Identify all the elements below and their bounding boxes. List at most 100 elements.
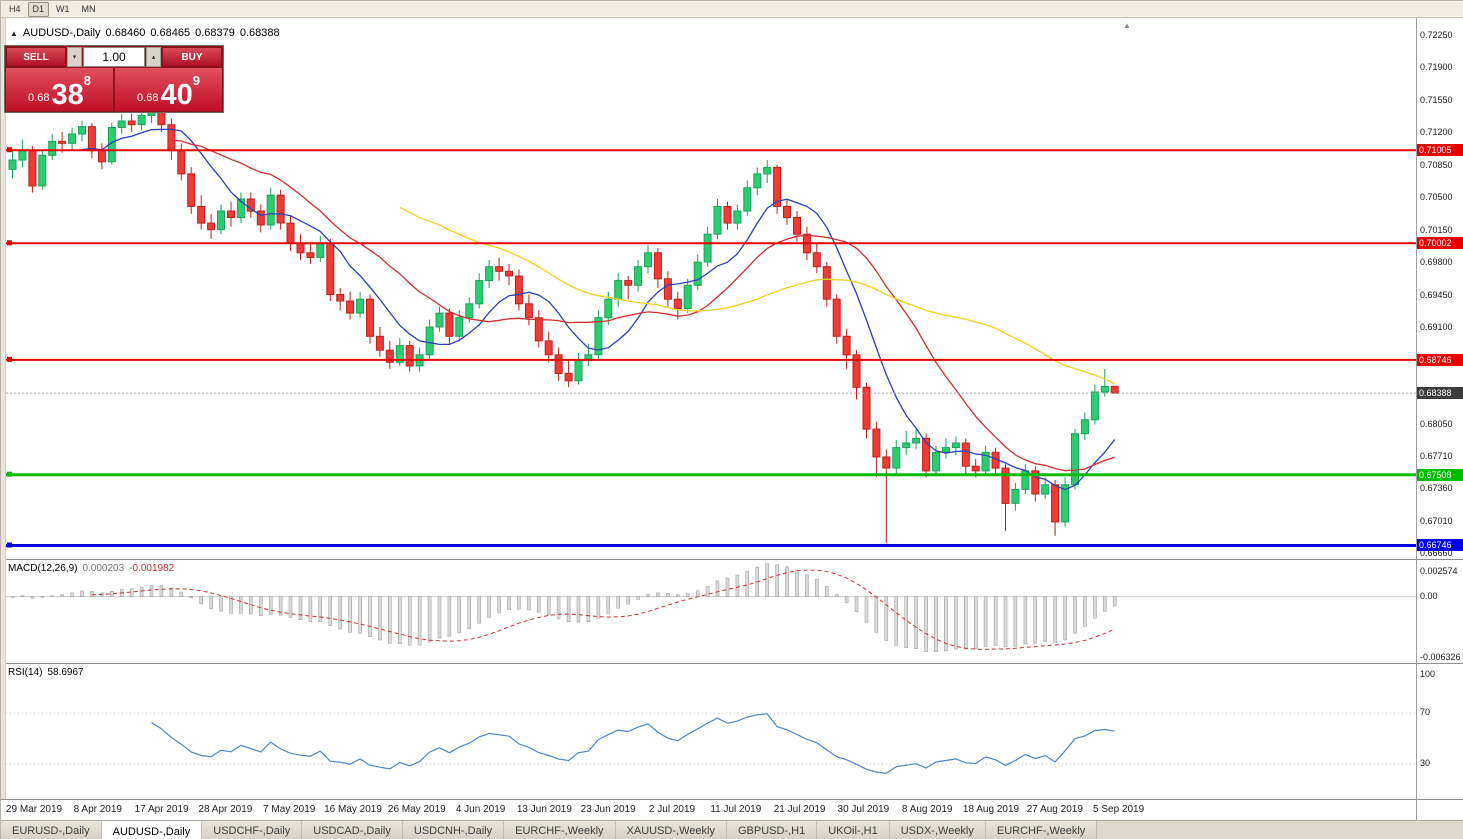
macd-axis-tick: 0.00: [1420, 590, 1438, 601]
date-axis[interactable]: 29 Mar 2019 8 Apr 2019 17 Apr 2019 28 Apr 2…: [1, 799, 1463, 820]
date-axis-label: 27 Aug 2019: [1026, 804, 1083, 815]
date-axis-label: 2 Jul 2019: [648, 804, 696, 815]
ohlc-open: 0.68460: [105, 27, 146, 39]
chart-tab-ukoil-h1[interactable]: UKOil-,H1: [817, 821, 890, 839]
timeframe-button-d1[interactable]: D1: [27, 1, 50, 17]
candlestick-chart[interactable]: [1, 18, 1463, 559]
macd-indicator-chart[interactable]: [1, 560, 1463, 664]
macd-indicator-panel[interactable]: MACD(12,26,9) 0.000203 -0.001982: [1, 559, 1463, 663]
buy-price-pip: 9: [192, 73, 200, 88]
volume-input[interactable]: [83, 47, 145, 67]
price-axis-tick: 0.70500: [1420, 192, 1453, 203]
level-price-label: 0.67508: [1417, 468, 1463, 481]
buy-button[interactable]: BUY: [162, 47, 222, 67]
sell-price-tile[interactable]: 0.68 38 8: [6, 68, 113, 111]
ohlc-close: 0.68388: [239, 27, 280, 39]
price-axis-tick: 0.67360: [1420, 483, 1453, 494]
rsi-axis-tick: 100: [1420, 669, 1436, 679]
price-axis[interactable]: 0.72250 0.71900 0.71550 0.71200 0.70850 0.705…: [1417, 18, 1463, 559]
date-axis-label: 8 Aug 2019: [901, 804, 953, 815]
timeframe-button-h4[interactable]: H4: [4, 2, 26, 17]
chart-tab-usdx-weekly[interactable]: USDX-,Weekly: [889, 821, 986, 839]
date-axis-label: 11 Jul 2019: [710, 804, 762, 815]
timeframe-toolbar: H4 D1 W1 MN: [1, 1, 1463, 18]
date-axis-label: 5 Sep 2019: [1093, 804, 1145, 815]
price-axis-tick: 0.67710: [1420, 450, 1453, 461]
volume-decrease-button[interactable]: ▾: [67, 47, 82, 67]
chart-tab-xauusd-weekly[interactable]: XAUUSD-,Weekly: [615, 821, 727, 839]
sell-price-prefix: 0.68: [28, 92, 50, 104]
date-axis-label: 21 Jul 2019: [773, 804, 826, 815]
date-axis-label: 4 Jun 2019: [455, 804, 506, 815]
date-axis-label: 8 Apr 2019: [73, 804, 122, 815]
rsi-indicator-panel[interactable]: RSI(14) 58.6967: [1, 663, 1463, 799]
macd-axis[interactable]: 0.002574 0.00 -0.006326: [1417, 559, 1463, 663]
ohlc-high: 0.68465: [150, 27, 191, 39]
chart-tab-eurusd-daily[interactable]: EURUSD-,Daily: [1, 821, 102, 839]
price-axis-tick: 0.71200: [1420, 127, 1453, 138]
macd-title: MACD(12,26,9) 0.000203 -0.001982: [8, 563, 174, 574]
date-axis-label: 26 May 2019: [387, 804, 446, 815]
chart-tab-usdcnh-daily[interactable]: USDCNH-,Daily: [402, 821, 505, 839]
price-axis-tick: 0.71550: [1420, 94, 1453, 105]
price-axis-divider: [1416, 18, 1417, 820]
timeframe-button-w1[interactable]: W1: [51, 2, 75, 17]
ohlc-low: 0.68379: [195, 27, 235, 39]
chart-tab-bar: EURUSD-,Daily AUDUSD-,Daily USDCHF-,Daily U…: [1, 820, 1463, 839]
date-axis-label: 13 Jun 2019: [516, 804, 572, 815]
date-axis-label: 29 Mar 2019: [5, 804, 63, 815]
chart-tab-eurchf-weekly[interactable]: EURCHF-,Weekly: [504, 821, 616, 839]
macd-main-value: 0.000203: [82, 563, 125, 574]
rsi-title: RSI(14) 58.6967: [8, 667, 84, 678]
buy-price-prefix: 0.68: [137, 92, 159, 104]
price-chart-panel[interactable]: ▲ AUDUSD-,Daily 0.68460 0.68465 0.68379 …: [1, 18, 1463, 559]
price-axis-tick: 0.71900: [1420, 62, 1453, 73]
chart-tab-usdcad-daily[interactable]: USDCAD-,Daily: [302, 821, 403, 839]
buy-price-tile[interactable]: 0.68 40 9: [115, 68, 222, 111]
price-axis-tick: 0.67010: [1420, 515, 1453, 526]
date-axis-label: 7 May 2019: [263, 804, 316, 815]
price-axis-tick: 0.69450: [1420, 289, 1453, 300]
rsi-axis[interactable]: 100 70 30: [1417, 663, 1463, 799]
one-click-trading-panel: SELL ▾ ▴ BUY 0.68 38 8 0.68 40 9: [4, 45, 224, 113]
price-axis-tick: 0.69800: [1420, 257, 1453, 268]
timeframe-button-mn[interactable]: MN: [77, 2, 101, 17]
date-axis-label: 16 May 2019: [324, 804, 382, 815]
price-axis-tick: 0.72250: [1420, 29, 1453, 40]
date-axis-label: 28 Apr 2019: [198, 804, 253, 815]
price-axis-tick: 0.69100: [1420, 322, 1453, 332]
chart-tab-usdchf-daily[interactable]: USDCHF-,Daily: [202, 821, 303, 839]
rsi-axis-tick: 70: [1420, 707, 1431, 718]
date-axis-label: 17 Apr 2019: [134, 804, 189, 815]
chart-tab-gbpusd-h1[interactable]: GBPUSD-,H1: [726, 821, 818, 839]
price-axis-tick: 0.70150: [1420, 224, 1453, 235]
sell-price-pip: 8: [83, 73, 91, 88]
price-axis-tick: 0.70850: [1420, 159, 1453, 170]
date-axis-label: 18 Aug 2019: [962, 804, 1020, 815]
macd-axis-tick: 0.002574: [1420, 565, 1458, 576]
macd-signal-value: -0.001982: [129, 563, 175, 574]
autoscroll-marker-icon[interactable]: ▲: [1123, 21, 1131, 30]
chart-ohlc-title: ▲ AUDUSD-,Daily 0.68460 0.68465 0.68379 …: [10, 27, 280, 39]
macd-label: MACD(12,26,9): [8, 563, 78, 574]
buy-price-big: 40: [160, 79, 193, 111]
date-axis-label: 30 Jul 2019: [837, 804, 890, 815]
sell-price-big: 38: [51, 79, 84, 111]
chart-tab-eurchf-weekly[interactable]: EURCHF-,Weekly: [985, 821, 1098, 839]
rsi-indicator-chart[interactable]: [1, 664, 1463, 800]
sell-button[interactable]: SELL: [6, 47, 66, 67]
level-price-label: 0.68746: [1417, 353, 1463, 366]
one-click-toggle-icon[interactable]: ▲: [10, 29, 18, 38]
macd-axis-tick: -0.006326: [1420, 651, 1461, 662]
level-price-label: 0.66746: [1417, 539, 1463, 552]
current-price-label: 0.68388: [1417, 387, 1463, 400]
rsi-value: 58.6967: [47, 667, 84, 678]
rsi-label: RSI(14): [8, 667, 43, 678]
volume-increase-button[interactable]: ▴: [146, 47, 161, 67]
level-price-label: 0.70002: [1417, 237, 1463, 250]
chart-left-edge: [1, 18, 6, 799]
price-axis-tick: 0.68050: [1420, 419, 1453, 430]
chart-tab-audusd-daily[interactable]: AUDUSD-,Daily: [101, 821, 203, 839]
level-price-label: 0.71005: [1417, 144, 1463, 157]
